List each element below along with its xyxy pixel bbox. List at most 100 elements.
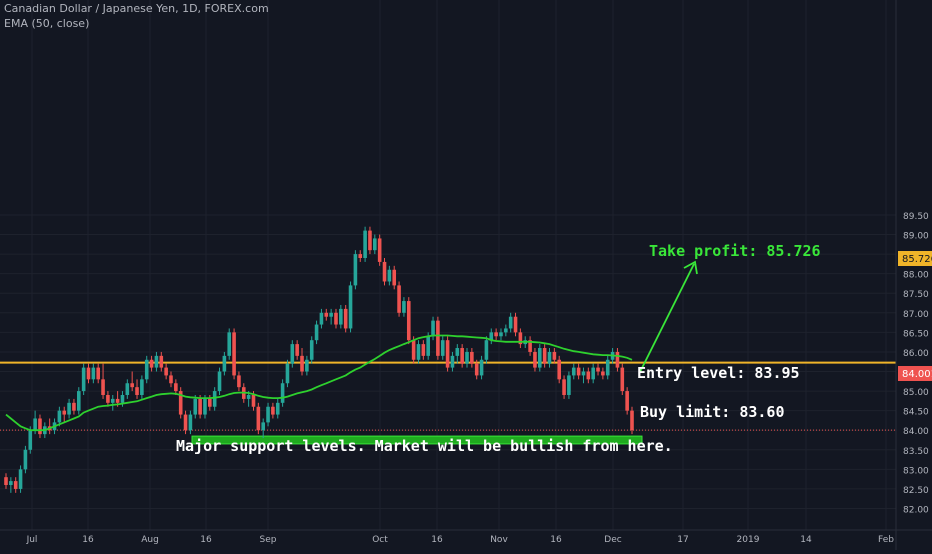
candle-body: [285, 363, 290, 384]
candle-body: [305, 359, 309, 372]
candle-body: [542, 348, 547, 364]
candle-body: [397, 285, 401, 313]
price-tick-label: 84.00: [903, 427, 929, 437]
candle-body: [421, 344, 426, 356]
candle-body: [62, 410, 67, 415]
candle: [275, 398, 280, 419]
candle-body: [567, 375, 571, 395]
candle: [309, 336, 314, 364]
candle-body: [586, 371, 591, 380]
candle-body: [630, 410, 634, 431]
candle-body: [280, 383, 285, 403]
candle: [67, 398, 71, 419]
candle: [9, 477, 13, 493]
candle-body: [557, 359, 562, 380]
candle-body: [106, 394, 110, 403]
candle-body: [266, 406, 270, 423]
candle: [373, 234, 377, 255]
time-tick-label: 16: [82, 535, 94, 545]
candle: [280, 379, 285, 407]
candle-body: [110, 398, 115, 403]
candle-body: [198, 398, 202, 415]
time-axis[interactable]: Jul 16 Aug 16 Sep Oct 16 Nov 16 Dec 17 2019 14 Feb: [0, 529, 932, 545]
candle: [440, 336, 445, 360]
candle: [465, 348, 469, 368]
candle-body: [57, 410, 62, 423]
price-tick-label: 85.00: [903, 388, 929, 398]
candle: [110, 394, 115, 411]
time-tick-label: 14: [800, 535, 812, 545]
candle-body: [125, 383, 130, 395]
price-tick-label: 89.00: [903, 232, 929, 242]
time-tick-label: 16: [431, 535, 443, 545]
candle-body: [72, 402, 76, 411]
arrow-layer: [639, 260, 698, 373]
candle-body: [343, 308, 348, 329]
candle: [57, 406, 62, 427]
candle-body: [159, 355, 164, 368]
candle: [358, 250, 363, 262]
candle: [319, 308, 324, 329]
candle: [81, 363, 86, 395]
candle: [232, 328, 236, 380]
candle-body: [547, 351, 552, 364]
candle-body: [18, 469, 23, 489]
price-axis[interactable]: 82.0082.5083.0083.5084.0084.5085.0085.50…: [895, 0, 929, 550]
time-tick-label: Nov: [490, 535, 508, 545]
candle: [460, 344, 464, 368]
candle: [421, 340, 426, 360]
candle-body: [271, 406, 275, 415]
candle-body: [620, 367, 625, 392]
candle: [334, 308, 338, 329]
candle: [212, 387, 217, 411]
entry-level-annotation: Entry level: 83.95: [637, 364, 800, 382]
candle: [596, 363, 600, 376]
candle-body: [38, 418, 42, 435]
candle-body: [571, 367, 576, 376]
candle-body: [178, 391, 183, 415]
candle: [72, 398, 76, 415]
take-profit-price-tag: 85.726: [898, 251, 932, 266]
candle-body: [319, 312, 324, 325]
candle-body: [300, 355, 304, 372]
candle: [591, 363, 595, 384]
candle: [363, 226, 367, 262]
candle-body: [358, 254, 363, 259]
candle-body: [518, 332, 523, 345]
candle-body: [169, 375, 173, 384]
candle-body: [552, 351, 557, 360]
candle-body: [76, 391, 81, 411]
arrow-head: [683, 260, 698, 275]
candle: [76, 387, 81, 415]
candle: [149, 355, 154, 372]
time-tick-label: 17: [677, 535, 688, 545]
candle: [392, 265, 397, 290]
candle: [382, 258, 387, 286]
candle: [101, 363, 105, 399]
price-tick-label: 82.00: [903, 506, 929, 516]
candle: [106, 391, 110, 407]
candle-body: [431, 320, 435, 337]
candle-body: [334, 312, 338, 325]
candle: [620, 363, 625, 395]
candle: [62, 406, 67, 423]
candle: [552, 348, 557, 364]
candle-body: [309, 340, 314, 360]
candle: [237, 371, 241, 392]
candle: [528, 336, 532, 356]
candle: [222, 351, 227, 376]
candle: [416, 340, 421, 364]
candle-body: [504, 328, 508, 333]
candle-body: [324, 312, 329, 317]
candle: [547, 348, 552, 368]
candle-body: [537, 348, 542, 368]
candle-body: [562, 379, 566, 395]
candle: [261, 418, 265, 439]
candle: [343, 304, 348, 333]
candle: [329, 308, 333, 325]
candle-body: [406, 301, 411, 341]
time-tick-label: Sep: [260, 535, 277, 545]
indicator-label: EMA (50, close): [4, 17, 90, 30]
